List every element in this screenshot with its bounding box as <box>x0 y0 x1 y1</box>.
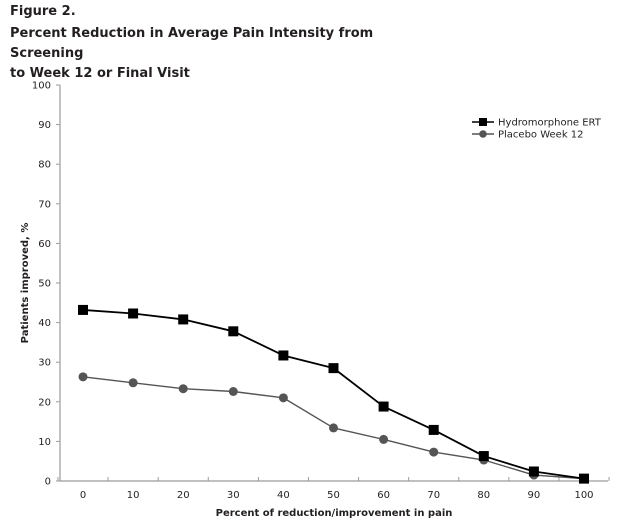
x-axis-ticks: 0 10 20 30 40 50 60 70 80 90 100 <box>57 477 610 501</box>
legend-marker-circle <box>479 130 487 138</box>
legend-marker-square <box>479 118 487 126</box>
data-point-square <box>579 473 589 484</box>
y-tick-label: 90 <box>38 120 51 131</box>
x-axis-title: Percent of reduction/improvement in pain <box>216 508 453 519</box>
figure-title-line-2: to Week 12 or Final Visit <box>10 66 190 81</box>
x-tick-label: 80 <box>477 490 490 501</box>
x-tick-label: 70 <box>427 490 440 501</box>
y-tick-label: 60 <box>38 239 51 250</box>
y-tick-label: 70 <box>38 199 51 210</box>
data-point-circle <box>78 372 88 382</box>
x-tick-label: 30 <box>227 490 240 501</box>
y-tick-label: 20 <box>38 397 51 408</box>
figure-label: Figure 2. <box>10 4 76 19</box>
data-point-circle <box>178 384 188 394</box>
data-point-circle <box>128 378 138 388</box>
data-point-square <box>478 451 489 462</box>
data-point-circle <box>329 423 338 433</box>
data-point-square <box>78 304 88 315</box>
y-tick-label: 50 <box>38 279 51 290</box>
data-point-circle <box>228 387 238 397</box>
y-tick-label: 0 <box>45 477 51 488</box>
y-tick-label: 10 <box>38 437 51 448</box>
data-point-square <box>528 466 539 477</box>
legend-item: Hydromorphone ERT <box>472 118 602 129</box>
figure-title-line-1: Percent Reduction in Average Pain Intens… <box>10 26 374 61</box>
data-point-square <box>428 424 439 435</box>
x-tick-label: 0 <box>80 490 86 501</box>
data-point-square <box>278 350 289 361</box>
y-axis-title: Patients improved, % <box>20 223 31 344</box>
y-tick-label: 30 <box>38 358 51 369</box>
x-tick-label: 40 <box>277 490 290 501</box>
series-group <box>78 304 589 484</box>
x-tick-label: 100 <box>574 490 593 501</box>
legend-item: Placebo Week 12 <box>472 130 584 141</box>
x-tick-label: 60 <box>377 490 390 501</box>
data-point-square <box>328 363 339 374</box>
figure-title: Percent Reduction in Average Pain Intens… <box>10 24 430 84</box>
legend-label: Hydromorphone ERT <box>498 118 602 129</box>
data-point-circle <box>379 434 389 444</box>
series-placebo-week-12 <box>78 372 589 484</box>
axes <box>59 85 608 482</box>
legend-label: Placebo Week 12 <box>498 130 584 141</box>
x-tick-label: 20 <box>177 490 190 501</box>
data-point-circle <box>429 447 439 457</box>
y-axis-ticks: 0 10 20 30 40 50 60 70 80 90 100 <box>32 81 60 488</box>
x-tick-label: 10 <box>127 490 140 501</box>
data-point-square <box>228 326 239 337</box>
series-line <box>82 309 585 480</box>
data-point-square <box>128 308 139 319</box>
data-point-square <box>378 401 389 412</box>
y-tick-label: 100 <box>32 81 51 92</box>
data-point-circle <box>278 393 288 403</box>
y-tick-label: 80 <box>38 160 51 171</box>
y-tick-label: 40 <box>38 318 51 329</box>
x-tick-label: 90 <box>528 490 541 501</box>
series-hydromorphone-ert <box>78 304 589 484</box>
x-tick-label: 50 <box>327 490 340 501</box>
data-point-square <box>178 314 189 325</box>
